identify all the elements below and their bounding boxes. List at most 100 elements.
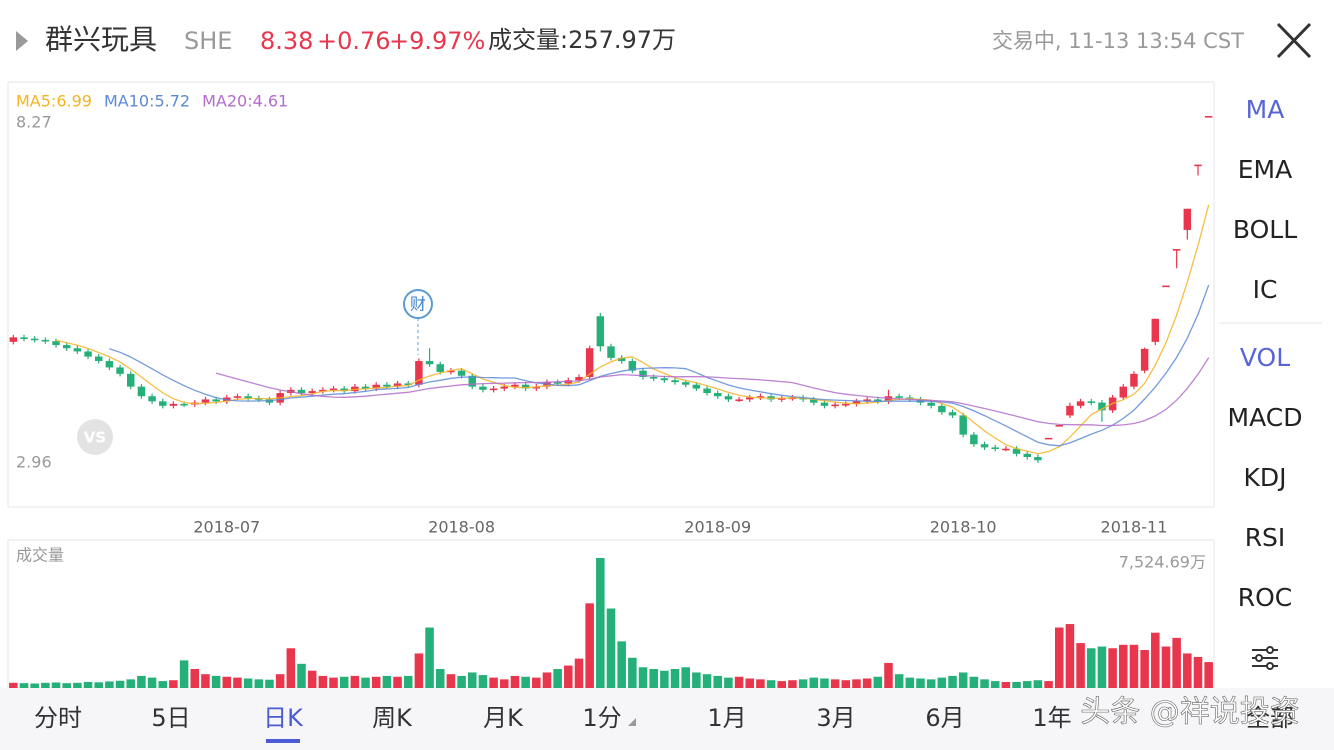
volume-bar	[137, 675, 146, 688]
candle-body	[468, 375, 476, 387]
volume-bar	[318, 675, 328, 688]
candle-body	[84, 351, 92, 357]
volume-summary: 成交量:257.97万	[488, 26, 676, 54]
period-tab[interactable]: 分时	[34, 704, 82, 732]
candle-body	[489, 388, 498, 391]
period-tab[interactable]: 1月	[707, 704, 746, 732]
volume-bar	[286, 648, 296, 688]
volume-bar	[830, 679, 840, 688]
volume-bar	[905, 677, 915, 688]
status: 交易中, 11-13 13:54 CST	[992, 29, 1244, 53]
exchange: SHE	[184, 27, 232, 55]
candle-body	[436, 364, 444, 372]
candle-body	[1183, 208, 1192, 230]
candle-body	[1055, 425, 1063, 427]
period-tab[interactable]: 6月	[925, 704, 964, 732]
volume-bar	[243, 678, 253, 688]
menu-item[interactable]: IC	[1253, 275, 1278, 304]
menu-item[interactable]: VOL	[1240, 343, 1290, 372]
volume-bar	[1183, 653, 1192, 688]
volume-bar	[1001, 681, 1011, 688]
volume-bar	[307, 670, 317, 688]
period-tab[interactable]: 周K	[372, 704, 413, 732]
candle-body	[735, 399, 743, 402]
candle-body	[20, 337, 28, 339]
volume-bar	[1022, 681, 1032, 688]
close-button[interactable]	[1276, 22, 1312, 59]
volume-bar	[617, 641, 626, 688]
settings-icon[interactable]	[1252, 646, 1278, 670]
candle-body	[991, 447, 999, 450]
volume-bar	[51, 682, 61, 688]
ma-line	[55, 204, 1210, 455]
volume-bar	[574, 658, 584, 688]
volume-bar	[1097, 646, 1107, 688]
candle-body	[938, 405, 946, 413]
volume-bar	[500, 679, 509, 688]
period-tab[interactable]: 日K	[263, 704, 304, 732]
expand-arrow[interactable]	[16, 31, 28, 51]
volume-bar	[1033, 680, 1043, 688]
volume-bar	[926, 679, 936, 688]
volume-bar	[371, 676, 381, 688]
menu-item[interactable]: ROC	[1238, 583, 1293, 612]
candle-body	[233, 396, 242, 398]
candle-body	[852, 401, 861, 404]
period-tab[interactable]: 3月	[816, 704, 855, 732]
candle-body	[927, 402, 935, 406]
menu-item[interactable]: KDJ	[1243, 463, 1286, 492]
menu-item[interactable]: MA	[1246, 95, 1285, 124]
volume-bar	[265, 679, 274, 688]
candle-body	[383, 384, 391, 387]
period-tab[interactable]: 月K	[483, 704, 524, 732]
candle-body	[1066, 405, 1074, 416]
volume-bar	[489, 677, 498, 688]
candle-body	[1140, 348, 1149, 371]
watermark: 头条 @祥说投资	[1080, 695, 1300, 730]
volume-bar	[660, 670, 669, 688]
candle-body	[874, 399, 882, 402]
candle-body	[159, 401, 167, 406]
volume-bar	[798, 679, 808, 688]
candle-body	[831, 404, 839, 407]
volume-bar	[339, 676, 349, 688]
volume-bar	[1172, 637, 1181, 688]
menu-item[interactable]: EMA	[1238, 155, 1292, 184]
volume-bar	[414, 653, 424, 688]
indicator-legend: MA10:5.72	[104, 92, 190, 111]
candle-body	[340, 388, 348, 392]
volume-bar	[361, 677, 370, 688]
icon-knob	[1255, 654, 1263, 662]
menu-item[interactable]: BOLL	[1233, 215, 1297, 244]
price-frame	[7, 81, 1215, 508]
menu-item[interactable]: MACD	[1228, 403, 1303, 432]
period-bar	[0, 688, 1334, 750]
candle-body	[94, 356, 103, 362]
candle-body	[980, 444, 989, 448]
candle-body	[244, 396, 252, 399]
menu-item[interactable]: RSI	[1245, 523, 1286, 552]
period-tab[interactable]: 1年	[1032, 704, 1071, 732]
period-tab[interactable]: 1分	[582, 704, 621, 732]
volume-bar	[94, 682, 103, 688]
candle-body	[297, 389, 306, 394]
volume-bar	[1204, 662, 1213, 688]
event-marker[interactable]	[403, 289, 433, 319]
period-tab[interactable]: 全部	[1246, 704, 1294, 732]
candle-body	[1194, 164, 1202, 167]
volume-bar	[1151, 632, 1160, 688]
candle-body	[1119, 386, 1128, 398]
volume-bar	[937, 677, 947, 688]
candle-body	[180, 403, 188, 406]
candle-body	[1151, 318, 1160, 342]
candle-body	[521, 384, 530, 389]
vs-badge[interactable]	[77, 419, 113, 455]
candle-body	[1172, 249, 1181, 251]
volume-bar	[467, 672, 477, 688]
volume-bar	[894, 674, 904, 688]
volume-bar	[190, 668, 200, 688]
period-tab[interactable]: 5日	[151, 704, 190, 732]
candle-body	[959, 415, 967, 435]
candle-body	[62, 345, 71, 349]
